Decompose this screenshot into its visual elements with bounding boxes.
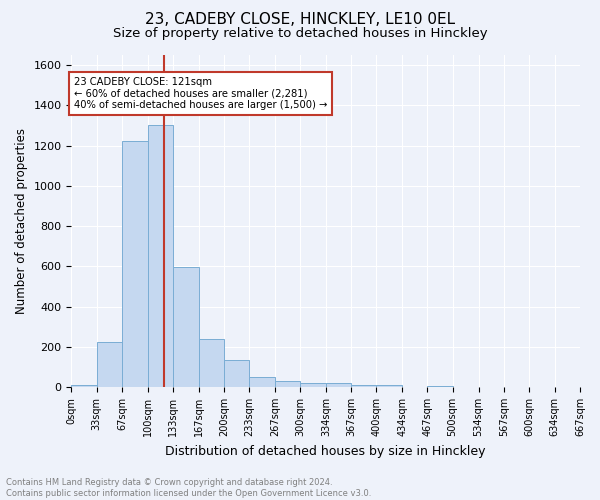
Bar	[326, 383, 351, 387]
Bar	[122, 140, 148, 387]
Text: Contains HM Land Registry data © Crown copyright and database right 2024.
Contai: Contains HM Land Registry data © Crown c…	[6, 478, 371, 498]
Bar	[224, 360, 249, 387]
Bar	[275, 381, 300, 387]
Text: Size of property relative to detached houses in Hinckley: Size of property relative to detached ho…	[113, 28, 487, 40]
Bar	[71, 385, 97, 387]
Bar	[173, 268, 199, 387]
Y-axis label: Number of detached properties: Number of detached properties	[15, 128, 28, 314]
Bar	[97, 342, 122, 387]
Text: 23, CADEBY CLOSE, HINCKLEY, LE10 0EL: 23, CADEBY CLOSE, HINCKLEY, LE10 0EL	[145, 12, 455, 28]
Bar	[351, 385, 376, 387]
Bar	[249, 377, 275, 387]
Text: 23 CADEBY CLOSE: 121sqm
← 60% of detached houses are smaller (2,281)
40% of semi: 23 CADEBY CLOSE: 121sqm ← 60% of detache…	[74, 77, 327, 110]
Bar	[300, 382, 326, 387]
Bar	[148, 126, 173, 387]
Bar	[427, 386, 452, 387]
Bar	[376, 385, 403, 387]
X-axis label: Distribution of detached houses by size in Hinckley: Distribution of detached houses by size …	[166, 444, 486, 458]
Bar	[199, 339, 224, 387]
